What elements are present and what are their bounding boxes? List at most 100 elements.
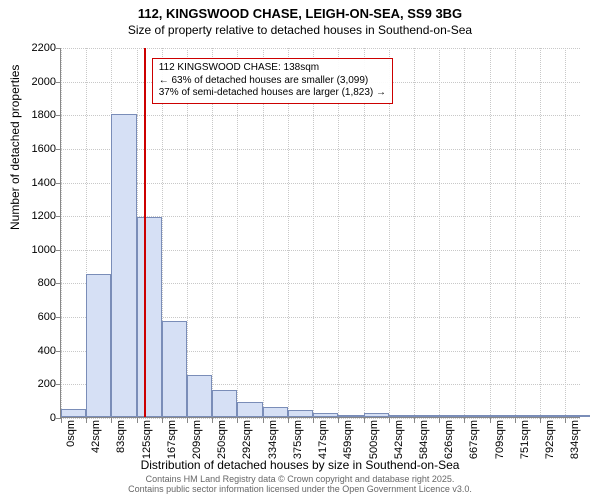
ytick-label: 1000 (16, 244, 56, 256)
xtick-label: 42sqm (90, 420, 102, 453)
gridline-vertical (439, 48, 440, 417)
xtick-mark (162, 418, 163, 423)
xtick-mark (313, 418, 314, 423)
histogram-bar (111, 114, 136, 417)
xtick-mark (288, 418, 289, 423)
ytick-label: 0 (16, 412, 56, 424)
gridline-horizontal (61, 183, 580, 184)
histogram-bar (464, 415, 489, 417)
histogram-bar (187, 375, 212, 417)
histogram-bar (263, 407, 288, 417)
xtick-mark (439, 418, 440, 423)
histogram-bar (565, 415, 590, 417)
gridline-vertical (490, 48, 491, 417)
xtick-label: 459sqm (342, 420, 354, 459)
ytick-label: 1200 (16, 210, 56, 222)
histogram-bar (515, 415, 540, 417)
page-title: 112, KINGSWOOD CHASE, LEIGH-ON-SEA, SS9 … (0, 0, 600, 21)
histogram-bar (540, 415, 565, 417)
ytick-label: 2200 (16, 42, 56, 54)
xtick-mark (565, 418, 566, 423)
ytick-label: 400 (16, 345, 56, 357)
gridline-vertical (540, 48, 541, 417)
gridline-horizontal (61, 48, 580, 49)
xtick-label: 292sqm (241, 420, 253, 459)
histogram-bar (490, 415, 515, 417)
annotation-line-1: 112 KINGSWOOD CHASE: 138sqm (159, 62, 386, 75)
annotation-line-2: ← 63% of detached houses are smaller (3,… (159, 75, 386, 88)
xtick-label: 375sqm (292, 420, 304, 459)
xtick-label: 584sqm (418, 420, 430, 459)
histogram-bar (61, 409, 86, 417)
xtick-mark (111, 418, 112, 423)
xtick-label: 626sqm (443, 420, 455, 459)
annotation-line-3: 37% of semi-detached houses are larger (… (159, 87, 386, 100)
xtick-label: 417sqm (317, 420, 329, 459)
xtick-mark (237, 418, 238, 423)
xtick-label: 542sqm (393, 420, 405, 459)
xtick-mark (540, 418, 541, 423)
page-subtitle: Size of property relative to detached ho… (0, 21, 600, 37)
x-axis-title: Distribution of detached houses by size … (0, 458, 600, 472)
gridline-vertical (515, 48, 516, 417)
xtick-mark (389, 418, 390, 423)
histogram-bar (364, 413, 389, 417)
chart-plot-area: 0sqm42sqm83sqm125sqm167sqm209sqm250sqm29… (60, 48, 580, 418)
histogram-bar (389, 415, 414, 417)
xtick-mark (515, 418, 516, 423)
footer-line-1: Contains HM Land Registry data © Crown c… (0, 474, 600, 484)
xtick-mark (263, 418, 264, 423)
histogram-bar (237, 402, 262, 417)
xtick-mark (464, 418, 465, 423)
footer-attribution: Contains HM Land Registry data © Crown c… (0, 474, 600, 495)
histogram-bar (86, 274, 111, 417)
histogram-bar (162, 321, 187, 417)
xtick-label: 792sqm (544, 420, 556, 459)
ytick-label: 1400 (16, 177, 56, 189)
xtick-mark (187, 418, 188, 423)
xtick-label: 167sqm (166, 420, 178, 459)
xtick-label: 751sqm (519, 420, 531, 459)
xtick-mark (364, 418, 365, 423)
xtick-label: 83sqm (115, 420, 127, 453)
xtick-mark (338, 418, 339, 423)
histogram-bar (137, 217, 162, 417)
xtick-mark (137, 418, 138, 423)
property-marker-line (144, 48, 146, 417)
xtick-label: 250sqm (216, 420, 228, 459)
xtick-mark (414, 418, 415, 423)
gridline-vertical (565, 48, 566, 417)
gridline-vertical (414, 48, 415, 417)
xtick-label: 667sqm (468, 420, 480, 459)
gridline-horizontal (61, 418, 580, 419)
ytick-label: 600 (16, 311, 56, 323)
xtick-label: 709sqm (494, 420, 506, 459)
ytick-label: 1800 (16, 109, 56, 121)
ytick-label: 2000 (16, 76, 56, 88)
histogram-bar (338, 415, 363, 417)
ytick-label: 200 (16, 378, 56, 390)
xtick-label: 0sqm (65, 420, 77, 447)
histogram-bar (288, 410, 313, 417)
histogram-bar (212, 390, 237, 417)
gridline-vertical (61, 48, 62, 417)
xtick-label: 500sqm (368, 420, 380, 459)
annotation-box: 112 KINGSWOOD CHASE: 138sqm← 63% of deta… (152, 58, 393, 104)
xtick-mark (86, 418, 87, 423)
histogram-bar (313, 413, 338, 417)
histogram-bar (439, 415, 464, 417)
gridline-horizontal (61, 149, 580, 150)
xtick-mark (61, 418, 62, 423)
xtick-label: 334sqm (267, 420, 279, 459)
xtick-mark (212, 418, 213, 423)
xtick-label: 125sqm (141, 420, 153, 459)
ytick-label: 800 (16, 277, 56, 289)
gridline-vertical (464, 48, 465, 417)
histogram-bar (414, 415, 439, 417)
ytick-label: 1600 (16, 143, 56, 155)
xtick-mark (490, 418, 491, 423)
xtick-label: 209sqm (191, 420, 203, 459)
xtick-label: 834sqm (569, 420, 581, 459)
gridline-horizontal (61, 115, 580, 116)
footer-line-2: Contains public sector information licen… (0, 484, 600, 494)
